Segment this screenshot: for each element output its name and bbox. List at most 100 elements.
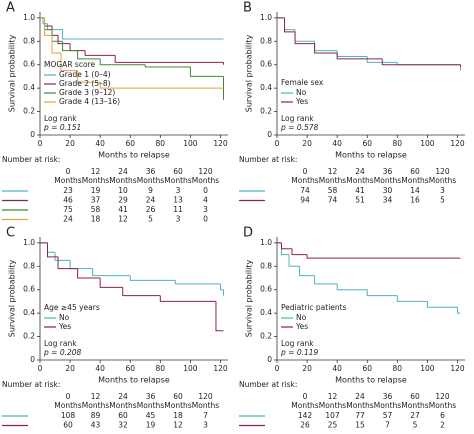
risk-unit: Months [109,401,137,410]
p-value: p = 0.208 [43,348,82,357]
y-tick-label: 1.0 [260,13,272,22]
risk-count: 3 [440,186,445,195]
risk-count: 18 [91,215,101,224]
risk-title: Number at risk: [239,380,297,389]
x-axis-label: Months to relapse [335,376,407,385]
risk-count: 57 [383,411,393,420]
risk-count: 2 [440,421,445,430]
x-tick-label: 80 [393,364,403,373]
y-tick-label: 0 [267,130,272,139]
x-axis-label: Months to relapse [98,151,170,160]
risk-count: 58 [91,205,101,214]
km-step [219,283,224,291]
y-tick-label: 0 [30,355,35,364]
risk-count: 18 [173,411,183,420]
legend-title: Age ≥45 years [44,303,100,312]
risk-count: 30 [383,186,393,195]
km-step [159,295,216,302]
x-tick-label: 80 [393,139,403,148]
risk-count: 74 [300,186,310,195]
km-step [144,64,191,68]
x-tick-label: 20 [65,364,75,373]
y-tick-label: 0.2 [260,107,272,116]
risk-unit: Months [82,176,110,185]
risk-unit: Months [429,401,457,410]
km-step [77,50,101,60]
x-tick-label: 0 [38,364,43,373]
risk-unit: Months [137,401,165,410]
km-curve [277,17,461,71]
x-tick-label: 0 [275,139,280,148]
x-tick-label: 100 [183,139,198,148]
risk-unit: Months [54,401,82,410]
test-label: Log rank [281,339,314,348]
risk-time: 36 [146,167,156,176]
km-step [77,268,101,279]
legend-label: Grade 1 (0–4) [59,70,111,79]
legend-label: Yes [58,322,71,331]
risk-count: 74 [328,196,338,205]
km-curve [40,17,224,40]
risk-time: 24 [118,167,128,176]
x-tick-label: 80 [156,364,166,373]
x-tick-label: 120 [213,364,228,373]
risk-count: 0 [203,186,208,195]
km-step [336,283,368,291]
legend-label: Yes [295,97,308,106]
km-step [69,43,86,52]
risk-unit: Months [164,401,192,410]
legend-title: MOGAR score [44,60,95,69]
risk-unit: Months [137,176,165,185]
risk-count: 60 [118,411,128,420]
km-step [314,41,338,52]
km-step [44,17,53,27]
y-tick-label: 0.6 [260,60,272,69]
x-tick-label: 80 [156,139,166,148]
risk-count: 24 [63,215,73,224]
x-tick-label: 60 [125,139,135,148]
km-step [114,55,224,63]
risk-time: 60 [410,167,420,176]
x-tick-label: 0 [38,139,43,148]
km-step [336,53,383,60]
risk-count: 108 [61,411,76,420]
km-step [396,295,428,302]
test-label: Log rank [44,114,77,123]
km-step [47,23,63,31]
risk-count: 3 [203,421,208,430]
risk-count: 16 [410,196,420,205]
y-tick-label: 0.6 [23,60,35,69]
y-tick-label: 0.4 [23,308,35,317]
risk-count: 107 [325,411,340,420]
risk-title: Number at risk: [2,380,60,389]
risk-count: 142 [298,411,313,420]
x-tick-label: 60 [125,364,135,373]
km-step [294,31,315,45]
risk-count: 13 [173,196,183,205]
risk-unit: Months [192,401,220,410]
y-tick-label: 0.4 [260,308,272,317]
km-step [51,26,59,36]
risk-time: 12 [328,167,338,176]
risk-unit: Months [109,176,137,185]
risk-time: 60 [173,167,183,176]
km-step [294,29,315,42]
km-step [288,254,300,267]
risk-count: 5 [440,196,445,205]
km-step [47,242,59,258]
risk-count: 46 [63,196,73,205]
risk-unit: Months [291,176,319,185]
x-tick-label: 100 [183,364,198,373]
legend-label: No [59,313,70,322]
km-step [57,35,71,45]
km-curve [40,17,224,89]
risk-count: 94 [300,196,310,205]
risk-count: 58 [328,186,338,195]
risk-unit: Months [192,176,220,185]
x-tick-label: 0 [275,364,280,373]
risk-count: 26 [300,421,310,430]
p-value: p = 0.151 [43,123,81,132]
y-axis-label: Survival probability [245,34,254,112]
risk-time: 36 [146,392,156,401]
risk-count: 12 [118,215,128,224]
